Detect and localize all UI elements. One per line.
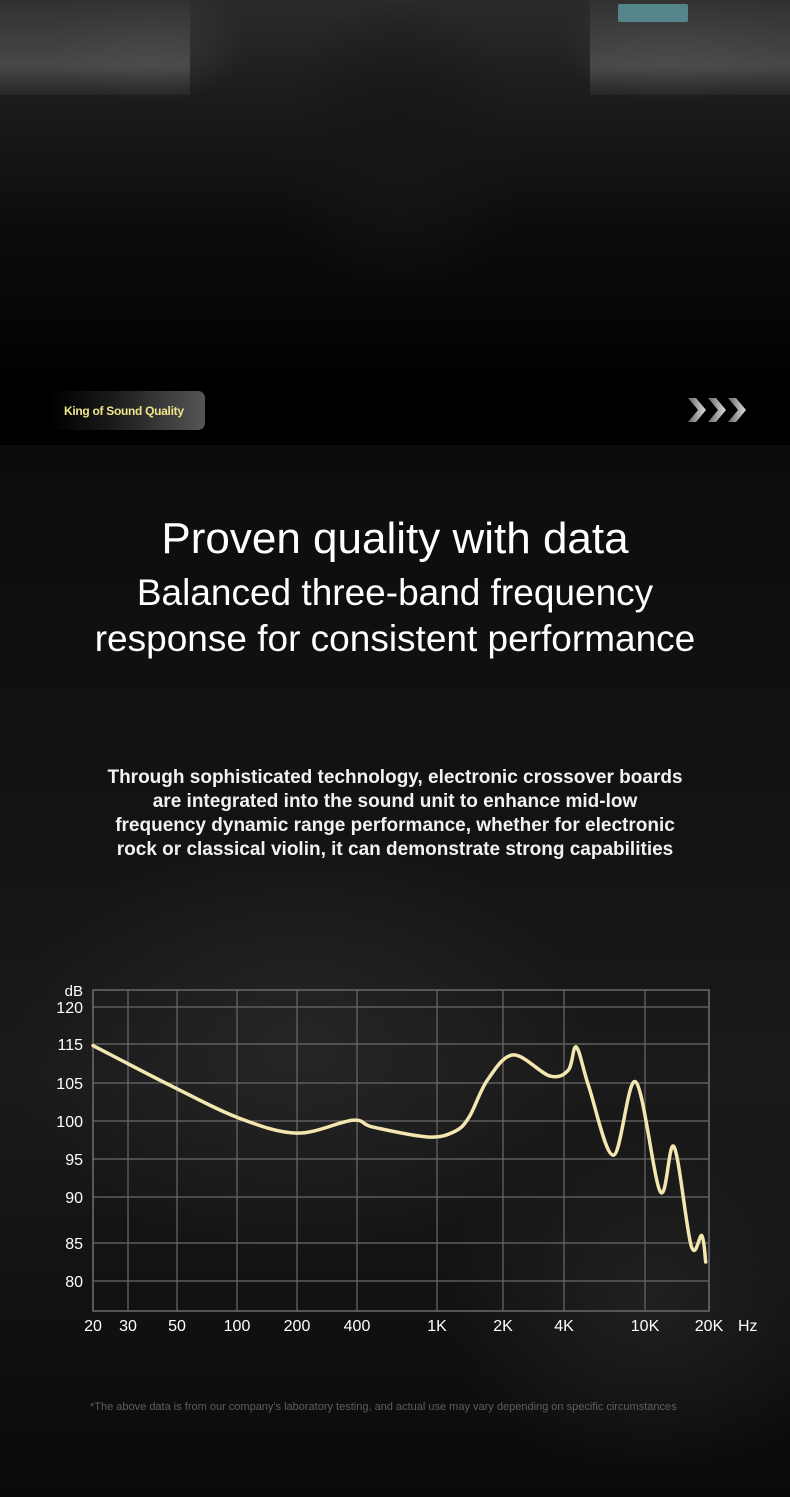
x-tick-label: 100 [224,1318,251,1335]
x-tick-label: 30 [119,1318,137,1335]
badge-label: King of Sound Quality [64,403,184,418]
y-axis-label: dB [65,983,83,1000]
x-tick-label: 20 [84,1318,102,1335]
frequency-response-curve [91,1043,708,1264]
page-subtitle: Balanced three-band frequency response f… [94,572,696,659]
x-tick-label: 1K [427,1318,447,1335]
x-tick-label: 4K [554,1318,574,1335]
y-tick-label: 95 [65,1152,83,1169]
y-tick-label: 100 [56,1114,83,1131]
y-tick-label: 105 [56,1076,83,1093]
y-tick-label: 115 [57,1037,83,1054]
y-tick-label: 80 [65,1274,83,1291]
badge-king-of-sound-quality: King of Sound Quality [50,391,205,430]
x-tick-label: 20K [695,1318,724,1335]
x-axis-label: Hz [738,1318,758,1335]
x-tick-label: 50 [168,1318,186,1335]
y-tick-label: 85 [65,1236,83,1253]
page-title: Proven quality with data [161,514,629,563]
x-tick-label: 10K [631,1318,660,1335]
footnote: *The above data is from our company's la… [90,1401,677,1413]
desk-screen [618,4,688,22]
mixing-desk-left [0,0,190,95]
triple-chevron-right-icon[interactable] [688,396,748,424]
hero-image [0,0,790,445]
y-tick-label: 120 [56,1000,83,1017]
description: Through sophisticated technology, electr… [107,767,683,860]
content-section [0,445,790,1497]
x-tick-label: 2K [493,1318,513,1335]
y-tick-label: 90 [65,1190,83,1207]
x-tick-label: 200 [284,1318,311,1335]
x-tick-label: 400 [344,1318,371,1335]
